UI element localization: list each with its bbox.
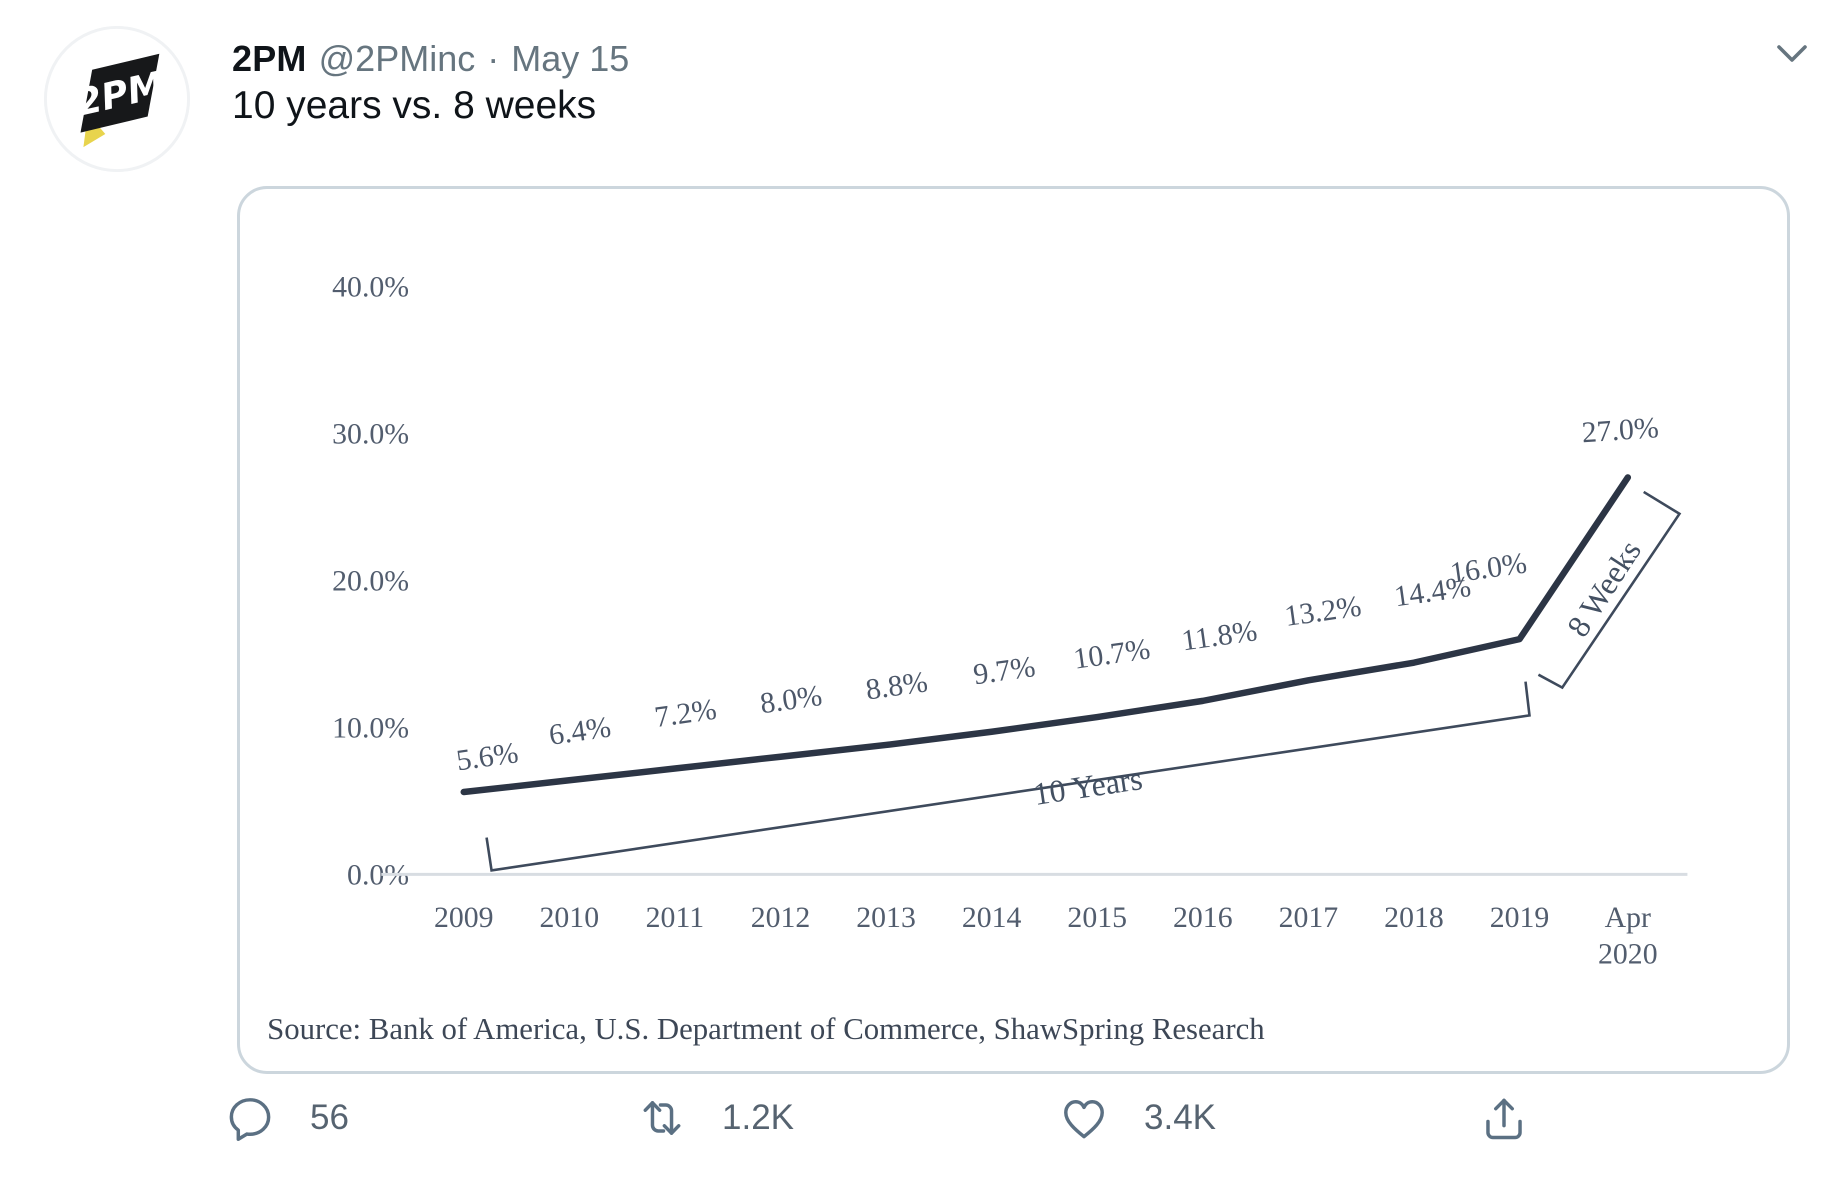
x-tick-label: Apr 2020 (1598, 901, 1658, 971)
x-tick-label: 2014 (962, 901, 1022, 934)
x-tick-label: 2017 (1279, 901, 1339, 934)
avatar[interactable]: 2PM (44, 26, 190, 172)
data-point-label: 5.6% (454, 736, 520, 777)
y-tick-label: 40.0% (332, 270, 409, 303)
y-tick-label: 30.0% (332, 417, 409, 450)
tweet-text: 10 years vs. 8 weeks (232, 84, 597, 127)
tweet-action-bar: 56 1.2K 3.4K (0, 1092, 1834, 1162)
data-point-label: 8.0% (758, 679, 824, 720)
ecommerce-penetration-chart: 40.0%30.0%20.0%10.0%0.0%2009 2010 2011 2012… (267, 270, 1688, 1046)
retweet-icon (636, 1092, 688, 1144)
share-icon (1478, 1092, 1530, 1144)
author-name[interactable]: 2PM (232, 38, 307, 79)
data-point-label: 8.8% (864, 665, 930, 706)
y-tick-label: 10.0% (332, 711, 409, 744)
x-tick-label: 2010 (540, 901, 600, 934)
logo-black-box (80, 53, 160, 133)
2pm-logo: 2PM (44, 26, 190, 172)
share-button[interactable] (1478, 1092, 1530, 1144)
like-count: 3.4K (1144, 1098, 1216, 1137)
tweet-header: 2PM @2PMinc · May 15 (232, 38, 629, 80)
ten-years-bracket (485, 681, 1531, 872)
data-series-line (460, 474, 1632, 796)
x-tick-label: 2011 (646, 901, 704, 934)
reply-icon (224, 1092, 276, 1144)
x-tick-label: 2012 (751, 901, 811, 934)
author-handle[interactable]: @2PMinc (318, 38, 476, 79)
x-tick-label: 2019 (1490, 901, 1550, 934)
like-button[interactable]: 3.4K (1058, 1092, 1216, 1144)
retweet-count: 1.2K (722, 1098, 794, 1137)
chart-source: Source: Bank of America, U.S. Department… (267, 1012, 1265, 1046)
data-point-label: 10.7% (1071, 632, 1152, 675)
x-tick-label: 2015 (1067, 901, 1127, 934)
x-tick-label: 2009 (434, 901, 494, 934)
heart-icon (1058, 1092, 1110, 1144)
tweet-media-chart[interactable]: 40.0% 30.0% 20.0% 10.0% 0.0% 2009 2010 2011 2012… (237, 186, 1790, 1074)
data-point-label: 13.2% (1283, 590, 1364, 633)
separator-dot: · (487, 38, 500, 79)
reply-count: 56 (310, 1098, 349, 1137)
data-point-label: 27.0% (1581, 411, 1660, 449)
retweet-button[interactable]: 1.2K (636, 1092, 794, 1144)
reply-button[interactable]: 56 (224, 1092, 349, 1144)
data-point-label: 9.7% (971, 650, 1037, 691)
data-point-label: 11.8% (1180, 614, 1260, 657)
data-point-label: 7.2% (652, 693, 718, 734)
data-point-label: 6.4% (547, 710, 613, 751)
eight-weeks-bracket (1537, 490, 1682, 690)
ten-years-label: 10 Years (1031, 761, 1144, 812)
y-tick-label: 20.0% (332, 564, 409, 597)
chevron-down-icon[interactable] (1768, 30, 1816, 78)
tweet-date[interactable]: May 15 (511, 38, 630, 79)
x-tick-label: 2018 (1384, 901, 1444, 934)
data-point-label: 16.0% (1448, 546, 1529, 589)
x-tick-label: 2013 (856, 901, 916, 934)
x-tick-label: 2016 (1173, 901, 1233, 934)
